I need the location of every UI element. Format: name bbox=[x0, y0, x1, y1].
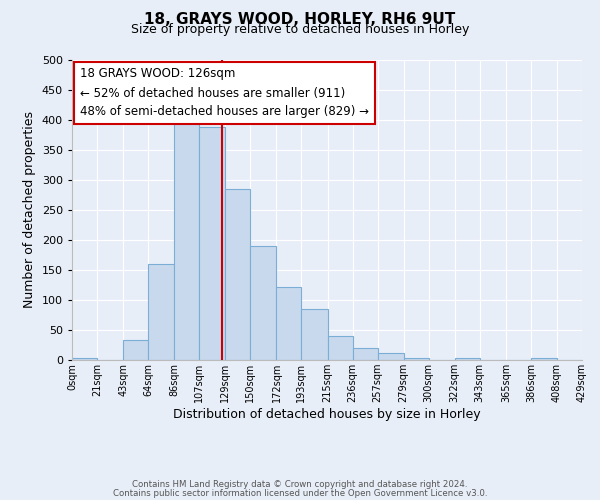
Bar bbox=[123, 340, 148, 360]
Bar bbox=[226, 189, 250, 360]
Bar bbox=[199, 127, 226, 360]
Bar bbox=[328, 336, 353, 360]
X-axis label: Distribution of detached houses by size in Horley: Distribution of detached houses by size … bbox=[173, 408, 481, 421]
Bar bbox=[148, 264, 174, 360]
Bar bbox=[531, 358, 557, 360]
Bar bbox=[301, 309, 328, 360]
Text: Contains public sector information licensed under the Open Government Licence v3: Contains public sector information licen… bbox=[113, 488, 487, 498]
Bar bbox=[250, 246, 277, 360]
Text: 18 GRAYS WOOD: 126sqm
← 52% of detached houses are smaller (911)
48% of semi-det: 18 GRAYS WOOD: 126sqm ← 52% of detached … bbox=[80, 68, 368, 118]
Bar bbox=[72, 358, 97, 360]
Text: Size of property relative to detached houses in Horley: Size of property relative to detached ho… bbox=[131, 22, 469, 36]
Bar bbox=[174, 113, 199, 360]
Bar bbox=[404, 358, 428, 360]
Bar bbox=[377, 353, 404, 360]
Bar bbox=[455, 358, 480, 360]
Y-axis label: Number of detached properties: Number of detached properties bbox=[23, 112, 36, 308]
Bar bbox=[277, 287, 301, 360]
Text: 18, GRAYS WOOD, HORLEY, RH6 9UT: 18, GRAYS WOOD, HORLEY, RH6 9UT bbox=[145, 12, 455, 28]
Text: Contains HM Land Registry data © Crown copyright and database right 2024.: Contains HM Land Registry data © Crown c… bbox=[132, 480, 468, 489]
Bar bbox=[353, 348, 377, 360]
